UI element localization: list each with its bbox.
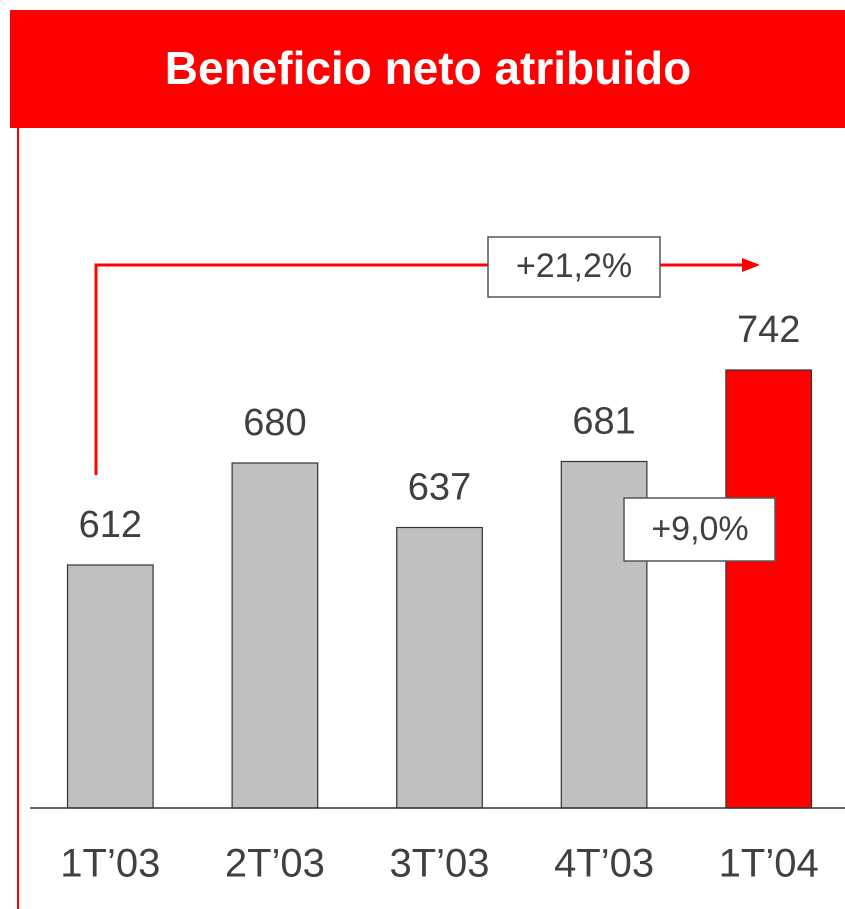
x-tick-label: 3T’03 xyxy=(389,842,489,886)
bar xyxy=(231,462,319,809)
bar xyxy=(66,564,154,809)
bar xyxy=(396,526,483,809)
value-label: 637 xyxy=(408,467,471,509)
bar xyxy=(725,369,813,809)
annotation: +9,0% xyxy=(651,510,748,548)
x-tick-label: 1T’03 xyxy=(60,842,160,886)
annotation: +21,2% xyxy=(516,247,632,285)
title-banner xyxy=(10,10,845,128)
value-label: 680 xyxy=(243,402,306,444)
annotation-box xyxy=(487,236,661,298)
x-tick-label: 1T’04 xyxy=(719,842,819,886)
chart-title: Beneficio neto atribuido xyxy=(165,42,691,94)
x-tick-label: 4T’03 xyxy=(554,842,654,886)
annotation-box xyxy=(623,497,776,562)
bars xyxy=(66,369,813,809)
value-label: 612 xyxy=(79,504,142,546)
arrow-head xyxy=(742,258,760,272)
value-label: 742 xyxy=(737,309,800,351)
value-label: 681 xyxy=(572,401,635,443)
x-tick-label: 2T’03 xyxy=(225,842,325,886)
